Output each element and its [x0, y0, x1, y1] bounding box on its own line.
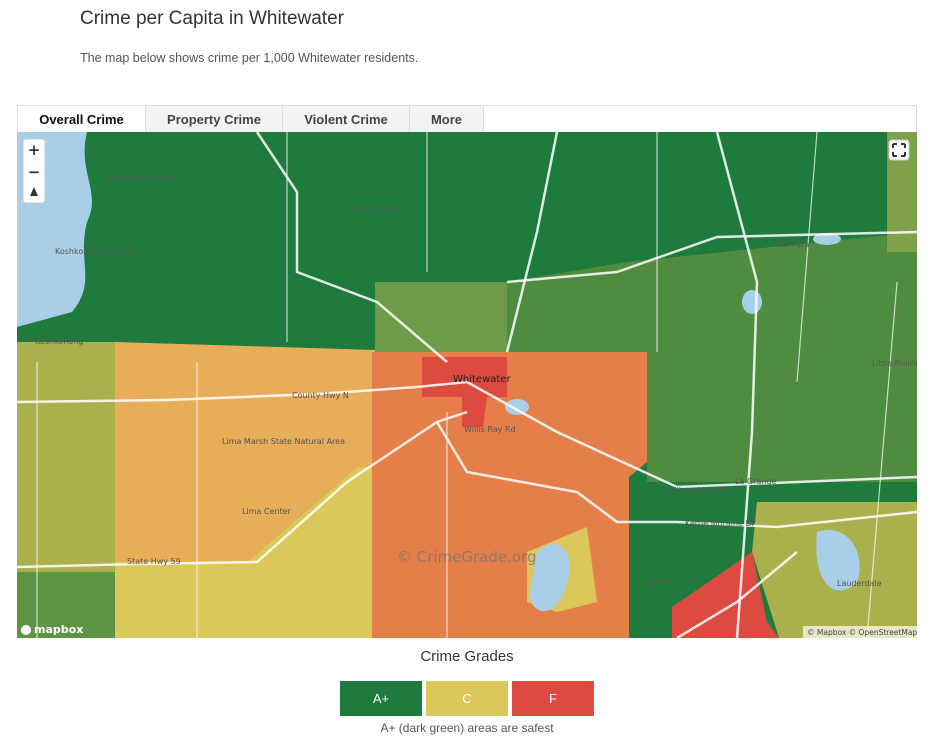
zoom-in[interactable]: +: [28, 141, 41, 159]
road: [715, 132, 759, 638]
legend-item: C: [426, 681, 508, 716]
road: [506, 230, 917, 284]
map-label: Palmyra: [777, 240, 809, 249]
region: [375, 282, 507, 352]
legend-item: A+: [340, 681, 422, 716]
legend: A+ C F: [340, 681, 594, 716]
watermark: © CrimeGrade.org: [397, 548, 537, 566]
region: [115, 342, 375, 562]
legend-item: F: [512, 681, 594, 716]
map-label: Koshkonong Mounds: [55, 247, 137, 256]
map-label: Blackhawk Island: [105, 173, 174, 182]
attribution-bg: [803, 626, 917, 638]
region: [887, 132, 917, 252]
map-label: County Hwy N: [292, 391, 349, 400]
map-label: Lima Center: [242, 507, 292, 516]
map-label: Kettle Moraine Dr: [685, 519, 756, 528]
region: [17, 572, 117, 638]
region: [115, 467, 373, 638]
water: [505, 399, 529, 415]
road: [17, 410, 468, 569]
zoom-out[interactable]: −: [28, 163, 41, 181]
water: [529, 543, 570, 612]
region: [17, 342, 117, 602]
road: [505, 132, 559, 353]
compass[interactable]: [30, 187, 38, 196]
map-label: Willis Ray Rd: [464, 425, 516, 434]
road: [676, 551, 798, 638]
water: [742, 290, 762, 314]
region: [507, 232, 917, 482]
fullscreen-icon: [892, 143, 906, 157]
region: [422, 357, 507, 427]
map-label: Koshkonong: [35, 337, 83, 346]
tab[interactable]: More: [410, 106, 484, 133]
water: [813, 233, 841, 245]
road: [435, 421, 917, 529]
description: The map below shows crime per 1,000 Whit…: [80, 51, 419, 65]
page-title: Crime per Capita in Whitewater: [80, 8, 344, 29]
map-label: Heart Prairie: [645, 577, 695, 586]
region: [672, 552, 779, 638]
map-label: Little Prairie: [872, 359, 917, 368]
logo-icon: [21, 625, 31, 635]
mapbox-logo: mapbox: [34, 623, 83, 636]
region: [372, 352, 647, 638]
legend-note: A+ (dark green) areas are safest: [380, 721, 554, 735]
map-label: Cold Spring: [355, 204, 401, 213]
legend-title: Crime Grades: [420, 648, 514, 665]
map-label: Lauderdale: [837, 579, 882, 588]
attribution[interactable]: © Mapbox © OpenStreetMap: [807, 628, 917, 637]
tab[interactable]: Violent Crime: [283, 106, 410, 133]
road: [36, 132, 898, 638]
tab-bar: Overall Crime Property Crime Violent Cri…: [17, 105, 917, 133]
map-label: E Milwaukee St: [662, 486, 722, 495]
map[interactable]: Blackhawk Island Koshkonong Mounds Koshk…: [17, 132, 917, 638]
water: [816, 530, 860, 591]
fullscreen-button[interactable]: [888, 139, 910, 161]
zoom-controls: [22, 138, 46, 204]
map-label: State Hwy 59: [127, 557, 181, 566]
map-label: Lima Marsh State Natural Area: [222, 437, 345, 446]
map-label: La Grange: [735, 477, 776, 486]
tab[interactable]: Property Crime: [146, 106, 283, 133]
road: [17, 380, 917, 489]
tab[interactable]: Overall Crime: [18, 106, 146, 133]
map-label: Whitewater: [453, 374, 511, 385]
road: [255, 132, 448, 363]
